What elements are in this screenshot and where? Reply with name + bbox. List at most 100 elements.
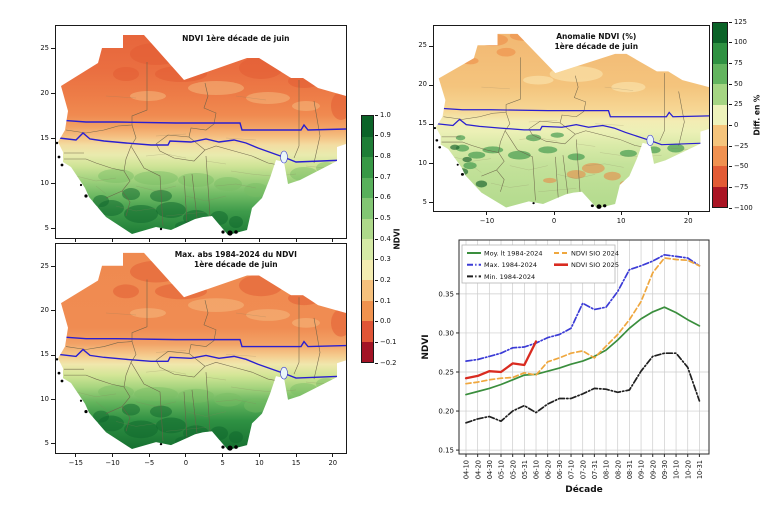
colorbar-segment	[713, 104, 727, 126]
x-tick-label: 04-20	[474, 460, 482, 479]
colorbar-segment	[362, 157, 373, 178]
y-axis-tick-label: 15	[40, 133, 49, 142]
y-axis-tick-label: 25	[418, 41, 427, 50]
y-axis-tick-mark	[51, 399, 55, 400]
colorbar-segment	[362, 321, 373, 342]
colorbar-tick-mark	[729, 124, 732, 126]
colorbar-tick-label: −0.2	[380, 358, 397, 367]
colorbar-tick-mark	[729, 186, 732, 188]
colorbar-tick-mark	[375, 321, 378, 323]
y-axis-tick-label: 5	[44, 223, 49, 232]
x-axis-tick-mark	[295, 238, 297, 242]
y-tick-label: 0.30	[438, 329, 454, 337]
colorbar-segment	[362, 280, 373, 301]
map-maxabs-title: Max. abs 1984-2024 du NDVI 1ère décade d…	[175, 250, 297, 270]
colorbar-tick-mark	[729, 104, 732, 106]
colorbar-tick-label: 25	[734, 100, 743, 109]
colorbar-segment	[713, 43, 727, 64]
colorbar-tick-mark	[375, 259, 378, 261]
colorbar-tick-mark	[729, 166, 732, 168]
y-axis-tick-mark	[51, 183, 55, 185]
legend-entry-label: Max. 1984-2024	[484, 261, 537, 269]
x-axis-tick-mark	[620, 211, 622, 215]
x-tick-label: 04-10	[463, 460, 471, 479]
series-line	[465, 352, 701, 424]
map-panel-anomaly: Anomalie NDVI (%) 1ère décade de juin 25…	[418, 25, 710, 225]
y-tick-label: 0.20	[438, 407, 454, 415]
y-axis-tick-label: 20	[40, 305, 49, 314]
colorbar-tick-label: 0.8	[380, 151, 391, 160]
colorbar-tick-label: −100	[734, 203, 753, 212]
colorbar-tick-mark	[375, 300, 378, 302]
y-axis-tick-mark	[51, 266, 55, 268]
colorbar-tick-label: 50	[734, 79, 743, 88]
colorbar-tick-label: −50	[734, 162, 749, 171]
colorbar-ndvi-gradient	[361, 115, 374, 363]
colorbar-tick-label: 0	[734, 120, 739, 129]
colorbar-ndvi: NDVI 1.0 0.9 0.8 0.7 0.6 0.5 0.4 0.3 0.2 0.1 0.0 −0…	[361, 111, 402, 367]
x-axis-tick-mark	[222, 453, 224, 457]
map-ndvi-image	[56, 26, 346, 238]
series-line	[464, 340, 538, 380]
x-axis-tick-mark	[295, 453, 297, 457]
ndvi-timeseries-chart: 0.15 0.20 0.25 0.30 0.35 04-10 04-20 04-30 05-10…	[421, 239, 710, 495]
y-axis-tick-mark	[429, 163, 433, 165]
y-axis-tick-label: 25	[40, 261, 49, 270]
x-axis-tick-label: −10	[479, 217, 495, 225]
colorbar-tick-label: 0.9	[380, 131, 391, 140]
x-axis-tick-label: −15	[68, 459, 83, 467]
x-axis-tick-mark	[553, 211, 555, 215]
colorbar-tick-mark	[375, 135, 378, 137]
y-axis-tick-mark	[51, 354, 55, 356]
x-tick-label: 09-30	[661, 460, 669, 479]
y-tick-label: 0.35	[438, 290, 454, 298]
x-axis-label: Décade	[565, 484, 603, 495]
x-axis-tick-label: −5	[144, 459, 155, 467]
colorbar-tick-label: 0.3	[380, 255, 391, 264]
x-tick-label: 09-20	[649, 460, 657, 479]
colorbar-tick-label: −0.1	[380, 337, 397, 346]
colorbar-tick-mark	[729, 62, 732, 64]
x-axis-tick-mark	[112, 238, 114, 242]
legend-entry-label: Moy. lt 1984-2024	[484, 249, 543, 257]
x-tick-label: 08-31	[626, 460, 634, 479]
x-axis-tick-label: 0	[551, 217, 557, 225]
colorbar-tick-mark	[729, 83, 732, 85]
colorbar-segment	[713, 166, 727, 187]
colorbar-tick-mark	[375, 217, 378, 219]
map-panel-ndvi: NDVI 1ère décade de juin 25 20 15 10 5	[40, 25, 347, 242]
x-axis-tick-mark	[687, 211, 689, 215]
x-axis-tick-mark	[112, 453, 114, 457]
colorbar-segment	[362, 177, 373, 198]
colorbar-segment	[362, 198, 373, 219]
colorbar-tick-mark	[375, 114, 378, 116]
map-maxabs-title-line2: 1ère décade de juin	[193, 259, 278, 269]
colorbar-diff-gradient	[712, 22, 728, 208]
map-panel-maxabs: Max. abs 1984-2024 du NDVI 1ère décade d…	[40, 243, 347, 467]
colorbar-segment	[713, 145, 727, 167]
colorbar-tick-label: 0.7	[380, 172, 391, 181]
y-axis-tick-label: 25	[40, 43, 49, 52]
x-tick-label: 05-20	[509, 460, 517, 479]
x-tick-label: 07-20	[579, 460, 587, 479]
y-tick-label: 0.15	[438, 446, 454, 454]
colorbar-segment	[362, 116, 373, 137]
x-tick-label: 04-30	[486, 460, 494, 479]
colorbar-tick-mark	[375, 176, 378, 178]
colorbar-tick-label: −75	[734, 182, 749, 191]
y-axis-tick-mark	[429, 84, 433, 86]
map-anomaly-image	[434, 26, 709, 211]
x-axis-tick-mark	[185, 238, 187, 242]
x-axis-tick-label: 10	[255, 459, 264, 467]
y-axis-tick-mark	[51, 93, 55, 95]
colorbar-segment	[362, 300, 373, 321]
map-anomaly-title-line1: Anomalie NDVI (%)	[556, 32, 637, 41]
x-axis-tick-mark	[148, 238, 150, 242]
x-tick-label: 10-10	[673, 460, 681, 479]
y-axis-tick-label: 20	[418, 80, 427, 89]
legend-box	[461, 244, 616, 284]
x-axis-tick-label: 0	[183, 459, 189, 467]
x-axis-tick-label: 20	[683, 217, 693, 225]
map-maxabs-title-line1: Max. abs 1984-2024 du NDVI	[174, 250, 297, 259]
y-axis-tick-label: 15	[40, 350, 49, 359]
